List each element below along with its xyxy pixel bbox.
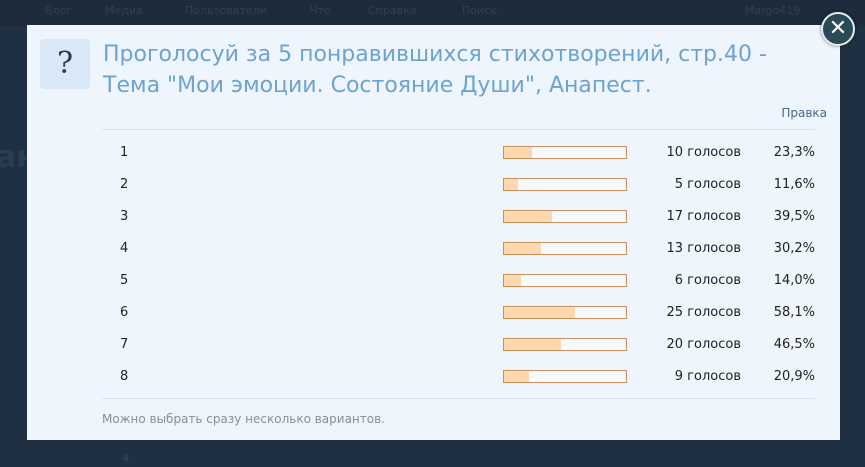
vote-count: 17 голосов xyxy=(666,209,741,224)
vote-percent: 58,1% xyxy=(773,305,815,320)
close-button[interactable]: ✕ xyxy=(821,12,855,46)
result-bar-fill xyxy=(504,147,533,158)
result-bar xyxy=(503,178,627,191)
result-bar-fill xyxy=(504,275,522,286)
background-nav: Блог Медиа Пользователи Что Справка Поис… xyxy=(0,0,865,26)
option-label: 7 xyxy=(120,337,129,352)
close-icon: ✕ xyxy=(828,16,848,41)
vote-count: 10 голосов xyxy=(666,145,741,160)
edit-link[interactable]: Правка xyxy=(781,106,827,120)
background-number: 4 xyxy=(122,452,129,465)
option-label: 6 xyxy=(120,305,129,320)
nav-user: Margo419 xyxy=(745,4,801,17)
result-row: 4 13 голосов 30,2% xyxy=(102,233,815,265)
result-bar xyxy=(503,306,627,319)
vote-count: 6 голосов xyxy=(674,273,741,288)
vote-percent: 14,0% xyxy=(773,273,815,288)
result-bar xyxy=(503,146,627,159)
result-bar xyxy=(503,210,627,223)
result-row: 6 25 голосов 58,1% xyxy=(102,297,815,329)
nav-item: Поиск xyxy=(462,4,497,17)
option-label: 3 xyxy=(120,209,129,224)
result-row: 1 10 голосов 23,3% xyxy=(102,137,815,169)
result-bar-fill xyxy=(504,339,561,350)
nav-item: Блог xyxy=(45,4,73,17)
question-icon: ? xyxy=(40,39,90,89)
vote-count: 25 голосов xyxy=(666,305,741,320)
nav-item: Медиа xyxy=(105,4,143,17)
result-bar-fill xyxy=(504,307,575,318)
divider xyxy=(102,129,815,130)
result-row: 2 5 голосов 11,6% xyxy=(102,169,815,201)
result-bar-fill xyxy=(504,211,553,222)
vote-percent: 11,6% xyxy=(773,177,815,192)
vote-count: 20 голосов xyxy=(666,337,741,352)
option-label: 4 xyxy=(120,241,129,256)
vote-count: 5 голосов xyxy=(674,177,741,192)
result-row: 7 20 голосов 46,5% xyxy=(102,329,815,361)
vote-percent: 46,5% xyxy=(773,337,815,352)
nav-item: Пользователи xyxy=(185,4,267,17)
poll-results-modal: ? Проголосуй за 5 понравившихся стихотво… xyxy=(27,25,840,440)
result-bar xyxy=(503,274,627,287)
vote-percent: 30,2% xyxy=(773,241,815,256)
result-bar-fill xyxy=(504,371,530,382)
result-row: 5 6 голосов 14,0% xyxy=(102,265,815,297)
vote-percent: 23,3% xyxy=(773,145,815,160)
result-bar-fill xyxy=(504,243,541,254)
vote-count: 9 голосов xyxy=(674,369,741,384)
result-bar-fill xyxy=(504,179,519,190)
footer-note: Можно выбрать сразу несколько вариантов. xyxy=(102,412,385,426)
nav-item: Справка xyxy=(368,4,417,17)
nav-item: Что xyxy=(310,4,331,17)
result-bar xyxy=(503,370,627,383)
option-label: 1 xyxy=(120,145,129,160)
vote-count: 13 голосов xyxy=(666,241,741,256)
divider xyxy=(102,398,815,399)
poll-title: Проголосуй за 5 понравившихся стихотворе… xyxy=(103,42,767,98)
option-label: 2 xyxy=(120,177,129,192)
option-label: 8 xyxy=(120,369,129,384)
option-label: 5 xyxy=(120,273,129,288)
result-bar xyxy=(503,338,627,351)
result-row: 8 9 голосов 20,9% xyxy=(102,361,815,393)
result-row: 3 17 голосов 39,5% xyxy=(102,201,815,233)
result-bar xyxy=(503,242,627,255)
vote-percent: 39,5% xyxy=(773,209,815,224)
vote-percent: 20,9% xyxy=(773,369,815,384)
